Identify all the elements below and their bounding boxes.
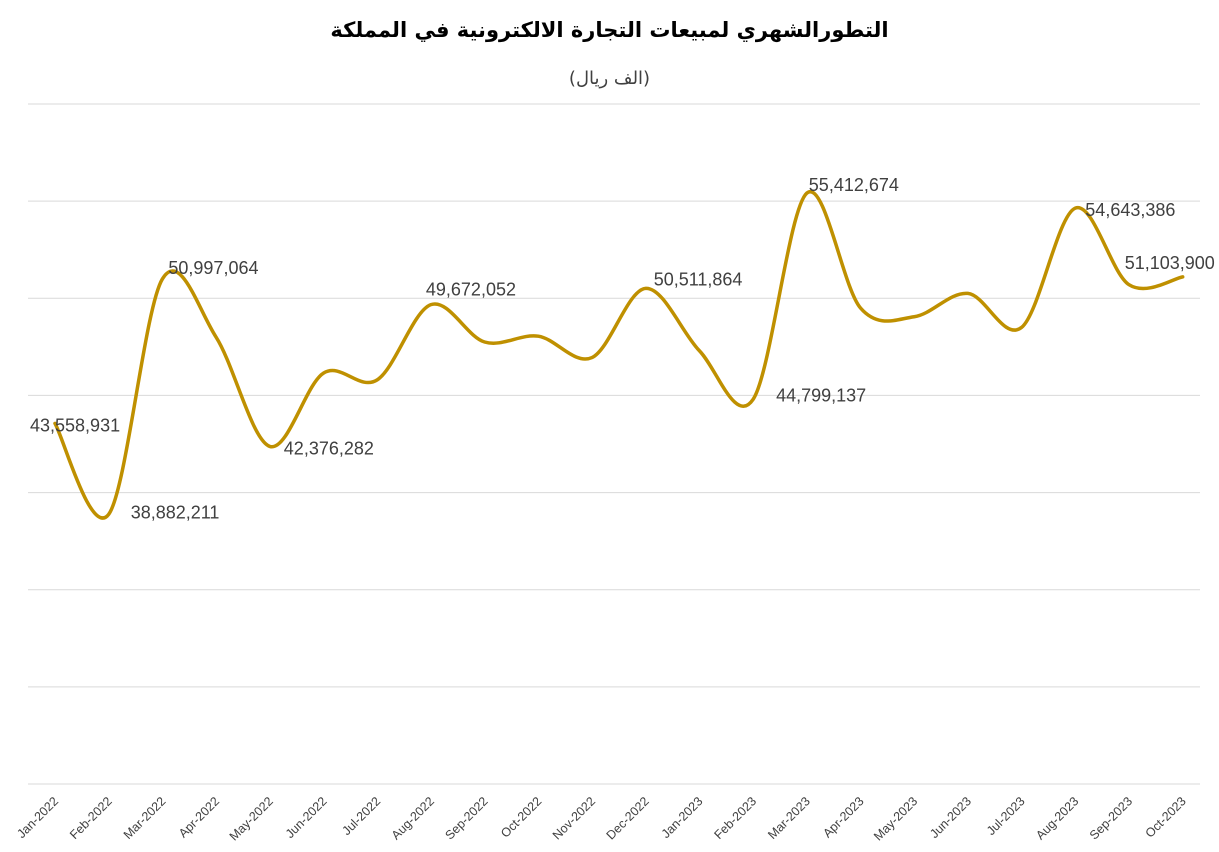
x-tick-label: Jul-2023 xyxy=(984,794,1028,838)
x-tick-label: Feb-2023 xyxy=(711,794,759,842)
x-tick-label: Apr-2023 xyxy=(820,794,866,840)
x-tick-label: Mar-2022 xyxy=(121,794,169,842)
data-label: 55,412,674 xyxy=(809,175,899,195)
x-tick-label: Oct-2022 xyxy=(498,794,544,840)
x-tick-label: Sep-2023 xyxy=(1087,794,1135,842)
data-point xyxy=(107,512,111,516)
x-tick-label: Apr-2022 xyxy=(176,794,222,840)
data-label: 51,103,900 xyxy=(1125,253,1215,273)
data-point xyxy=(912,315,916,319)
data-point xyxy=(268,444,272,448)
x-tick-label: May-2022 xyxy=(227,794,276,843)
data-point xyxy=(160,277,164,281)
x-tick-label: May-2023 xyxy=(871,794,920,843)
x-tick-label: Feb-2022 xyxy=(67,794,115,842)
x-tick-label: Aug-2023 xyxy=(1033,794,1081,842)
data-label: 38,882,211 xyxy=(131,502,220,522)
data-point xyxy=(1127,283,1131,287)
chart-subtitle: (الف ريال) xyxy=(568,68,651,89)
data-label: 44,799,137 xyxy=(776,385,866,405)
x-tick-label: Dec-2022 xyxy=(604,794,652,842)
series-line xyxy=(53,189,1185,520)
data-label: 42,376,282 xyxy=(284,438,374,458)
data-point xyxy=(214,335,218,339)
data-point xyxy=(483,340,487,344)
data-label: 43,558,931 xyxy=(30,415,120,435)
gridlines xyxy=(28,103,1200,785)
x-tick-label: Oct-2023 xyxy=(1143,794,1189,840)
data-label: 49,672,052 xyxy=(426,280,516,300)
data-point xyxy=(375,378,379,382)
data-point xyxy=(322,371,326,375)
data-point xyxy=(644,286,648,290)
data-point xyxy=(590,356,594,360)
x-tick-label: Nov-2022 xyxy=(550,794,598,842)
x-tick-label: Jul-2022 xyxy=(340,794,384,838)
data-label: 54,643,386 xyxy=(1085,200,1175,220)
x-tick-label: Aug-2022 xyxy=(389,794,437,842)
data-point xyxy=(1020,325,1024,329)
data-point xyxy=(697,349,701,353)
data-point xyxy=(1181,275,1185,279)
x-tick-label: Jun-2022 xyxy=(283,794,330,841)
data-point xyxy=(751,397,755,401)
data-point xyxy=(1073,206,1077,210)
data-point xyxy=(859,306,863,310)
x-axis-tick-labels: Jan-2022 Feb-2022 Mar-2022 Apr-2022 May-2022… xyxy=(14,794,1188,843)
x-tick-label: Jan-2022 xyxy=(14,794,61,841)
x-tick-label: Sep-2022 xyxy=(442,794,490,842)
chart-title: التطورالشهري لمبيعات التجارة الالكترونية… xyxy=(330,18,889,42)
x-tick-label: Mar-2023 xyxy=(765,794,813,842)
x-tick-label: Jun-2023 xyxy=(927,794,974,841)
data-label: 50,997,064 xyxy=(168,258,258,278)
x-tick-label: Jan-2023 xyxy=(659,794,706,841)
data-point xyxy=(429,303,433,307)
data-label: 50,511,864 xyxy=(654,269,743,289)
data-point xyxy=(536,334,540,338)
data-point xyxy=(966,291,970,295)
data-labels: 43,558,931 38,882,211 50,997,064 42,376,282… xyxy=(30,175,1215,522)
series-line-group xyxy=(53,189,1185,520)
